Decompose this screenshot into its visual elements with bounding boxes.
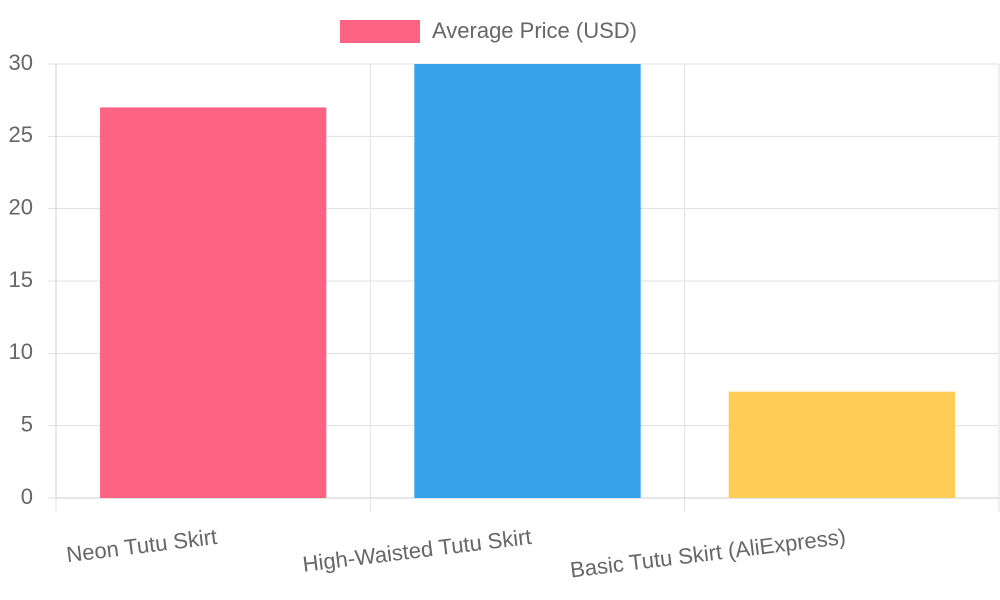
bar	[728, 391, 955, 498]
x-tick-label: Basic Tutu Skirt (AliExpress)	[569, 524, 847, 583]
y-tick-label: 0	[21, 484, 33, 509]
bar	[414, 64, 641, 498]
x-tick-label: Neon Tutu Skirt	[65, 524, 219, 567]
legend-label: Average Price (USD)	[432, 18, 637, 43]
y-tick-label: 25	[9, 122, 33, 147]
y-tick-label: 10	[9, 339, 33, 364]
y-tick-label: 5	[21, 411, 33, 436]
legend-swatch	[340, 20, 420, 43]
y-tick-label: 30	[9, 50, 33, 75]
x-tick-label: High-Waisted Tutu Skirt	[301, 524, 533, 577]
y-tick-label: 15	[9, 267, 33, 292]
bar	[100, 107, 327, 499]
y-tick-label: 20	[9, 194, 33, 219]
